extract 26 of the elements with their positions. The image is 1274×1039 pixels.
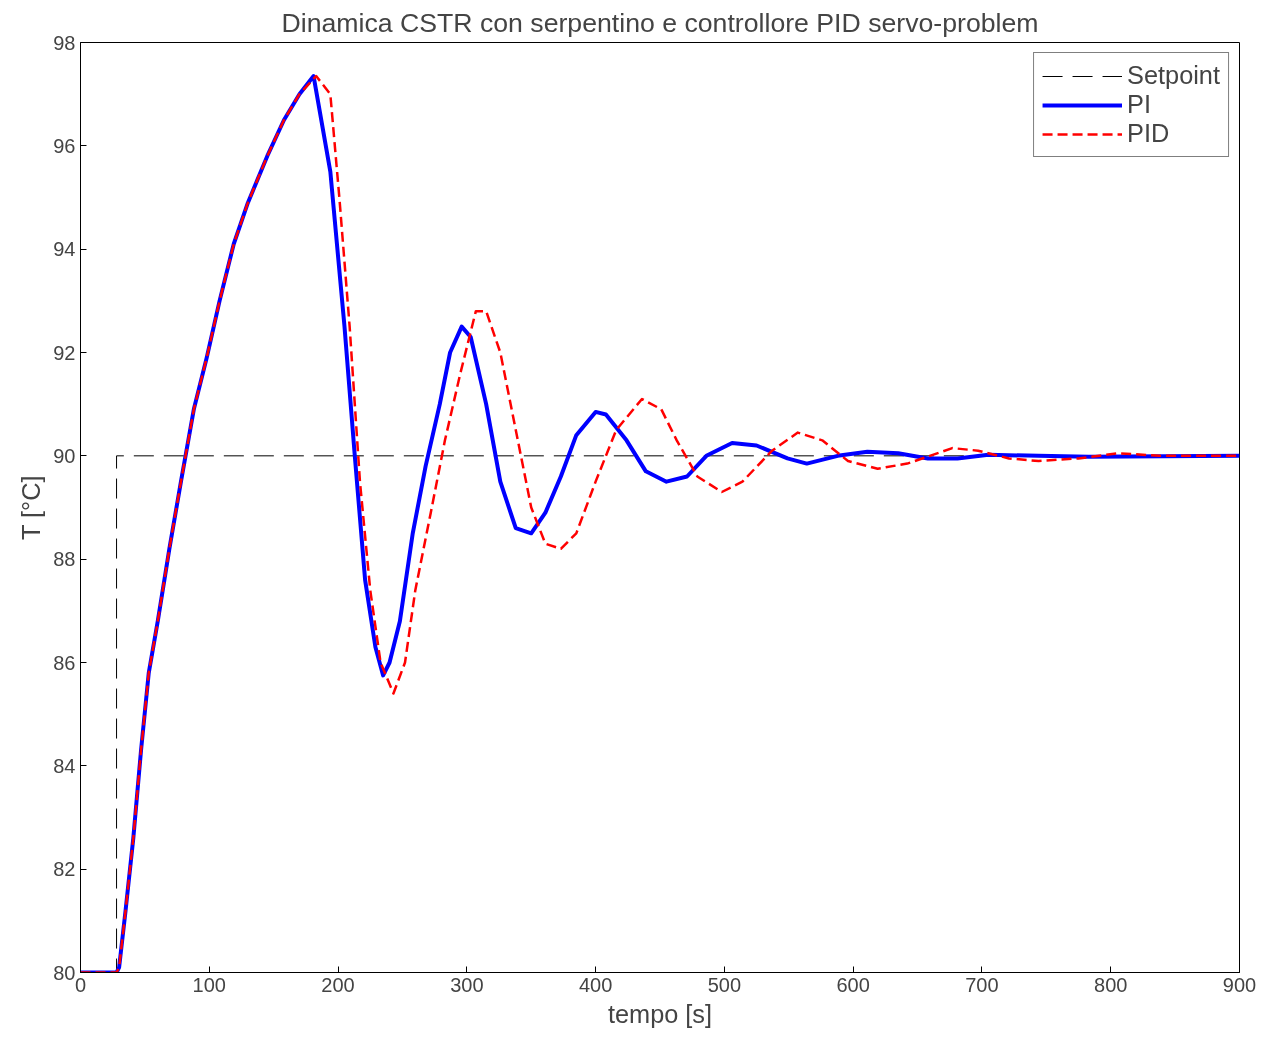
y-tick-label: 94 <box>53 238 76 261</box>
x-tick-label: 0 <box>74 973 87 996</box>
y-tick-label: 98 <box>53 31 76 54</box>
legend-label: PI <box>1127 90 1151 119</box>
y-tick-label: 96 <box>53 134 76 157</box>
y-axis-title: T [°C] <box>17 475 46 540</box>
legend-label: PID <box>1127 119 1170 148</box>
x-tick-label: 100 <box>192 973 226 996</box>
y-tick-label: 86 <box>53 651 76 674</box>
x-tick-label: 300 <box>450 973 484 996</box>
y-tick-label: 90 <box>53 444 76 467</box>
x-tick-label: 800 <box>1094 973 1128 996</box>
y-tick-label: 80 <box>53 961 76 984</box>
x-tick-label: 200 <box>321 973 355 996</box>
y-tick-label: 82 <box>53 858 76 881</box>
x-tick-label: 500 <box>707 973 742 996</box>
x-tick-label: 600 <box>836 973 870 996</box>
y-tick-label: 84 <box>53 754 76 777</box>
x-tick-label: 400 <box>578 973 613 996</box>
x-tick-label: 700 <box>965 973 999 996</box>
x-axis-title: tempo [s] <box>607 999 713 1028</box>
y-tick-label: 92 <box>53 341 76 364</box>
x-tick-label: 900 <box>1222 973 1257 996</box>
y-tick-label: 88 <box>53 548 76 571</box>
chart-title: Dinamica CSTR con serpentino e controllore PID servo-problem <box>281 7 1039 38</box>
legend-label: Setpoint <box>1127 61 1220 90</box>
